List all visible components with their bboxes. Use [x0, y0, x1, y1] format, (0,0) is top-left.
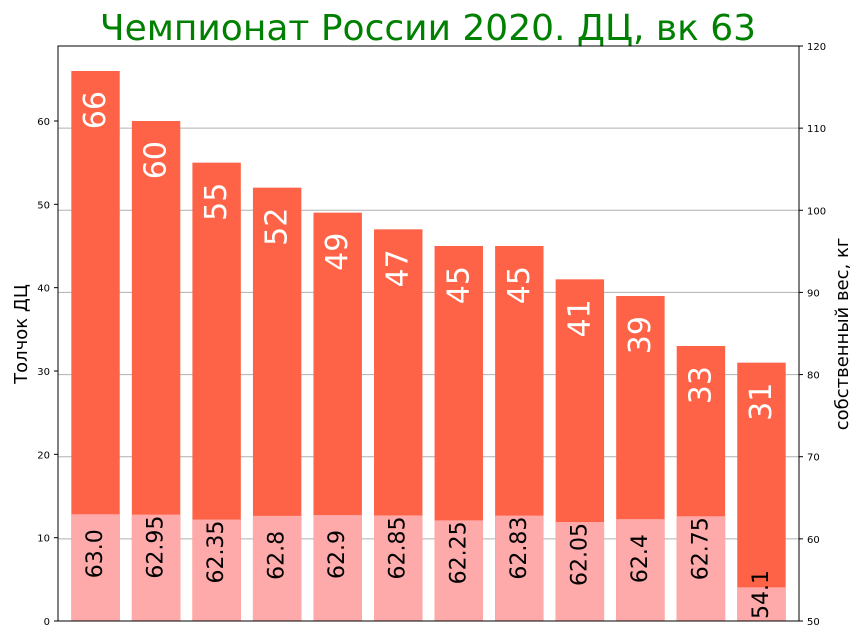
weight-value-label: 54.1 [749, 570, 774, 619]
plot-frame [57, 45, 800, 622]
bar-value-label: 45 [441, 266, 476, 304]
bar-value-label: 39 [623, 316, 658, 354]
y-axis-label-left: Толчок ДЦ [11, 284, 32, 385]
bar-value-label: 33 [683, 366, 718, 404]
weight-bar [71, 514, 120, 621]
weight-bar [192, 519, 241, 621]
y-tick-label-left: 0 [44, 617, 50, 628]
weight-bar [676, 516, 726, 621]
y-tick-label-right: 90 [807, 288, 820, 299]
weight-value-label: 62.9 [325, 530, 350, 579]
weight-bar [555, 522, 605, 621]
y-tick-label-right: 70 [807, 453, 820, 464]
weight-bar [131, 514, 181, 621]
bar-value-label: 49 [320, 233, 355, 271]
weight-bar [434, 520, 483, 621]
y-tick-label-left: 40 [37, 284, 50, 295]
chart-title: Чемпионат России 2020. ДЦ, вк 63 [100, 8, 756, 49]
y-tick-label-right: 110 [807, 124, 826, 135]
weight-value-label: 62.05 [567, 523, 592, 586]
y-tick-label-right: 60 [807, 535, 820, 546]
weight-value-label: 62.85 [386, 516, 411, 579]
bar-value-label: 60 [139, 141, 174, 179]
y-tick-label-left: 30 [37, 367, 50, 378]
bar-labels: 66 63.0 60 62.95 55 62.35 52 62.8 49 62.9 47 62.85 4… [78, 91, 779, 619]
weight-value-label: 62.35 [204, 521, 229, 584]
bar [737, 362, 786, 621]
weight-value-label: 62.4 [628, 534, 653, 583]
y-tick-label-right: 120 [807, 42, 826, 53]
y-axis-label-right: собственный вес, кг [832, 238, 853, 431]
weight-value-label: 62.8 [265, 531, 290, 580]
y-tick-label-left: 10 [37, 534, 50, 545]
bar-value-label: 41 [562, 299, 597, 337]
bars [71, 71, 786, 622]
y-tick-label-left: 60 [37, 117, 50, 128]
weight-value-label: 62.95 [144, 516, 169, 579]
weight-value-label: 62.83 [507, 517, 532, 580]
bar-value-label: 45 [502, 266, 537, 304]
weight-bar [313, 515, 362, 621]
y-tick-label-left: 50 [37, 200, 50, 211]
bar-value-label: 31 [744, 383, 779, 421]
weight-bar [616, 519, 665, 621]
weight-bar [737, 587, 786, 621]
weight-bar [252, 515, 302, 621]
y-tick-label-right: 80 [807, 371, 820, 382]
weight-value-label: 62.25 [446, 521, 471, 584]
y-tick-label-right: 100 [807, 206, 826, 217]
grid [58, 45, 799, 622]
weight-value-label: 62.75 [688, 517, 713, 580]
weight-bar [374, 515, 423, 621]
bar-value-label: 47 [381, 249, 416, 287]
weight-value-label: 63.0 [83, 529, 108, 578]
axes: 0 10 20 30 40 50 60 50 60 70 80 90 100 110 120 [37, 42, 826, 628]
bar-value-label: 55 [199, 183, 234, 221]
bar-value-label: 66 [78, 91, 113, 129]
bar-value-label: 52 [260, 208, 295, 246]
y-tick-label-right: 50 [807, 617, 820, 628]
y-tick-label-left: 20 [37, 450, 50, 461]
weight-bar [495, 515, 544, 621]
